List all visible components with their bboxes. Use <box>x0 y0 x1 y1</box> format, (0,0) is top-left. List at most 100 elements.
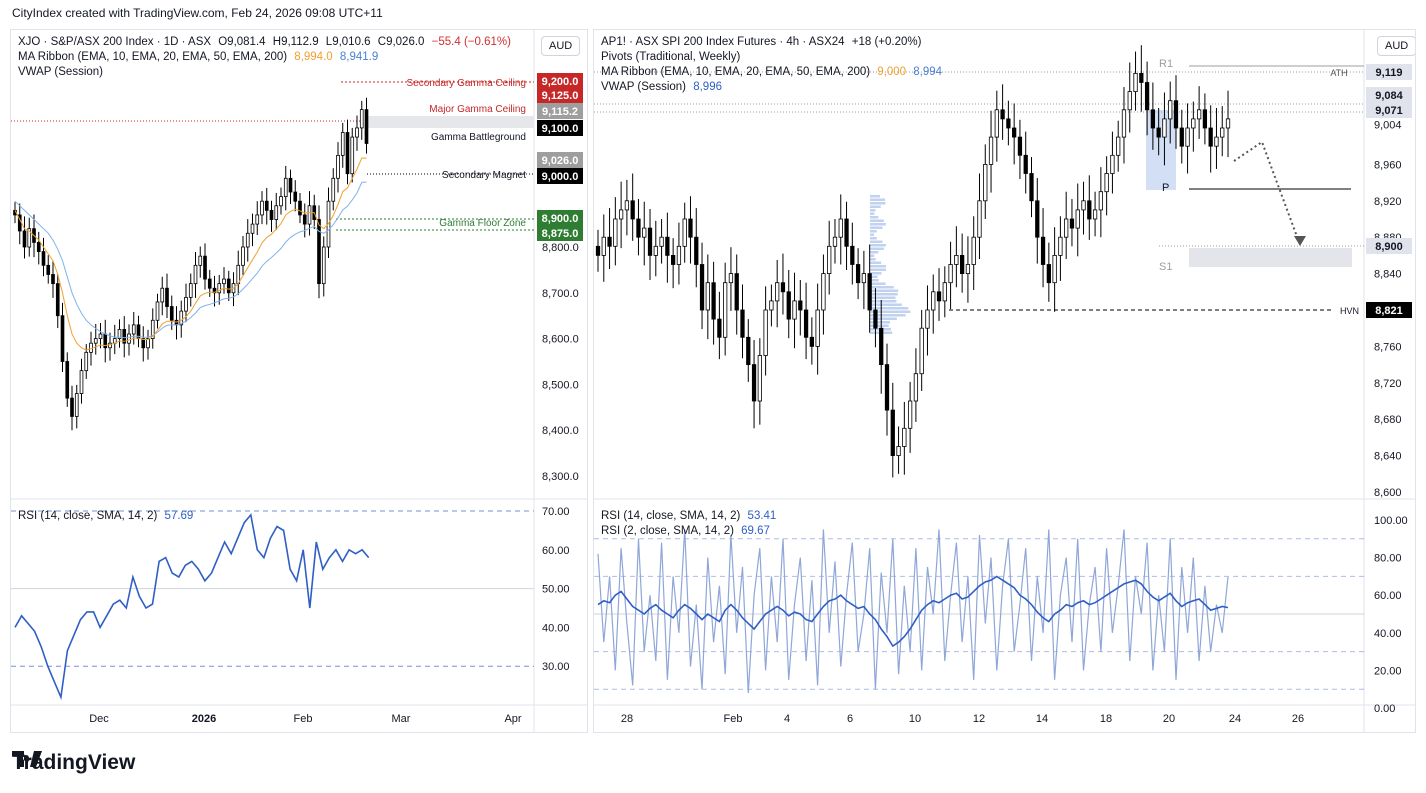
left-candle <box>264 187 269 225</box>
left-currency-button[interactable]: AUD <box>541 36 581 56</box>
right-candle <box>769 284 774 327</box>
right-legend: AP1! · ASX SPI 200 Index Futures · 4h · … <box>601 35 946 95</box>
left-ema10-line <box>14 157 367 351</box>
right-candle-body <box>942 282 947 302</box>
left-candle <box>245 219 250 262</box>
left-candle <box>288 169 293 204</box>
right-price-tag: 9,119 <box>1366 64 1412 80</box>
right-candle-body <box>1087 200 1092 220</box>
right-candle-body <box>983 163 988 202</box>
right-candle-body <box>1023 154 1028 174</box>
left-chart-panel[interactable]: 8,300.0 8,400.0 8,500.0 8,600.0 8,700.0 8,800… <box>10 29 588 733</box>
right-candle-body <box>1035 200 1040 238</box>
right-time-tick: 6 <box>847 713 853 725</box>
left-candle-body <box>41 251 46 266</box>
left-level-label: Secondary Gamma Ceiling <box>407 78 527 89</box>
left-candle <box>155 293 160 329</box>
left-price-tag-bg <box>537 225 583 241</box>
right-candle-body <box>775 282 780 302</box>
right-candle-body <box>809 336 814 347</box>
left-candle-body <box>179 310 184 326</box>
left-rsi-tick: 50.00 <box>542 584 570 596</box>
right-candle-body <box>717 318 722 338</box>
left-candle <box>22 216 27 259</box>
left-rsi-legend: RSI (14, close, SMA, 14, 2) 57.69 <box>18 509 197 524</box>
volume-profile-bar <box>870 198 886 201</box>
left-candle <box>364 97 369 154</box>
left-ema20-line <box>14 181 367 339</box>
left-rsi-tick: 30.00 <box>542 661 570 673</box>
right-candle <box>907 381 913 453</box>
right-candle <box>699 242 705 330</box>
right-candle-body <box>1202 109 1208 129</box>
right-candle <box>1064 191 1069 260</box>
right-candle-body <box>1144 82 1150 111</box>
right-candle <box>1029 157 1034 218</box>
right-candle <box>775 259 780 328</box>
volume-profile-bar <box>870 289 899 292</box>
right-candle-body <box>803 309 809 338</box>
volume-profile-bar <box>870 202 886 205</box>
left-candle-body <box>65 361 70 399</box>
volume-profile-bar <box>870 254 875 257</box>
right-candle <box>607 208 612 270</box>
left-candle-body <box>340 132 345 156</box>
left-candle <box>27 217 32 257</box>
left-level-label: Gamma Floor Zone <box>439 218 526 229</box>
right-candle <box>925 285 930 356</box>
right-candle-body <box>1006 118 1011 129</box>
left-price-tag-text: 9,100.0 <box>542 123 579 135</box>
right-currency-button[interactable]: AUD <box>1377 36 1415 56</box>
right-candle <box>1116 120 1121 172</box>
left-candle-body <box>55 283 60 317</box>
right-candle-body <box>931 291 936 311</box>
right-time-tick: 18 <box>1100 713 1112 725</box>
right-candle-body <box>1162 118 1167 138</box>
left-chart-canvas[interactable]: 8,300.0 8,400.0 8,500.0 8,600.0 8,700.0 8,800… <box>11 30 588 733</box>
right-candle-body <box>1220 127 1225 138</box>
left-candle-body <box>226 278 231 294</box>
left-candle <box>74 384 79 429</box>
right-candle <box>671 238 676 289</box>
right-candle <box>1012 103 1017 165</box>
right-candle <box>855 248 861 300</box>
right-candle-body <box>948 264 953 284</box>
right-ma-v1: 9,000 <box>877 66 907 78</box>
right-candle <box>1208 105 1213 173</box>
left-candle-body <box>331 177 336 202</box>
left-candle-body <box>345 132 350 175</box>
right-time-tick: 20 <box>1163 713 1175 725</box>
left-candle <box>260 191 264 225</box>
volume-profile-bar <box>870 296 896 299</box>
right-time-tick: 12 <box>973 713 985 725</box>
left-candle <box>98 323 103 349</box>
left-price-tag-bg <box>537 87 583 103</box>
volume-profile-bar <box>870 226 883 229</box>
right-rsi-tick: 40.00 <box>1374 628 1402 640</box>
right-chart-panel[interactable]: 8,6008,6408,6808,7208,7608,8008,8408,880… <box>593 29 1416 733</box>
left-candle-body <box>293 191 298 202</box>
left-low: L9,010.6 <box>325 36 371 48</box>
right-candle <box>630 173 635 241</box>
left-candle <box>41 237 46 277</box>
left-price-tag: 9,125.0 <box>537 87 583 103</box>
left-price-tick: 8,300.0 <box>542 471 579 483</box>
left-ma-label: MA Ribbon (EMA, 10, EMA, 20, EMA, 50, EM… <box>18 51 288 63</box>
right-candle <box>711 261 716 345</box>
right-candle-body <box>613 218 618 247</box>
right-candle-body <box>1133 73 1138 93</box>
right-candle-body <box>815 309 820 347</box>
left-candle-body <box>355 127 359 138</box>
volume-profile-bar <box>870 314 906 317</box>
right-candle-body <box>682 218 687 247</box>
right-candle <box>827 220 832 295</box>
left-title: XJO · S&P/ASX 200 Index · 1D · ASX <box>18 36 212 48</box>
right-time-tick: 10 <box>909 713 921 725</box>
volume-profile-bar <box>870 205 881 208</box>
right-candle <box>705 254 710 340</box>
right-candle-body <box>1173 100 1179 129</box>
left-candle <box>255 201 260 236</box>
right-chart-canvas[interactable]: 8,6008,6408,6808,7208,7608,8008,8408,880… <box>594 30 1416 733</box>
right-pivots-label: Pivots (Traditional, Weekly) <box>601 51 741 63</box>
left-candle-body <box>245 232 250 248</box>
